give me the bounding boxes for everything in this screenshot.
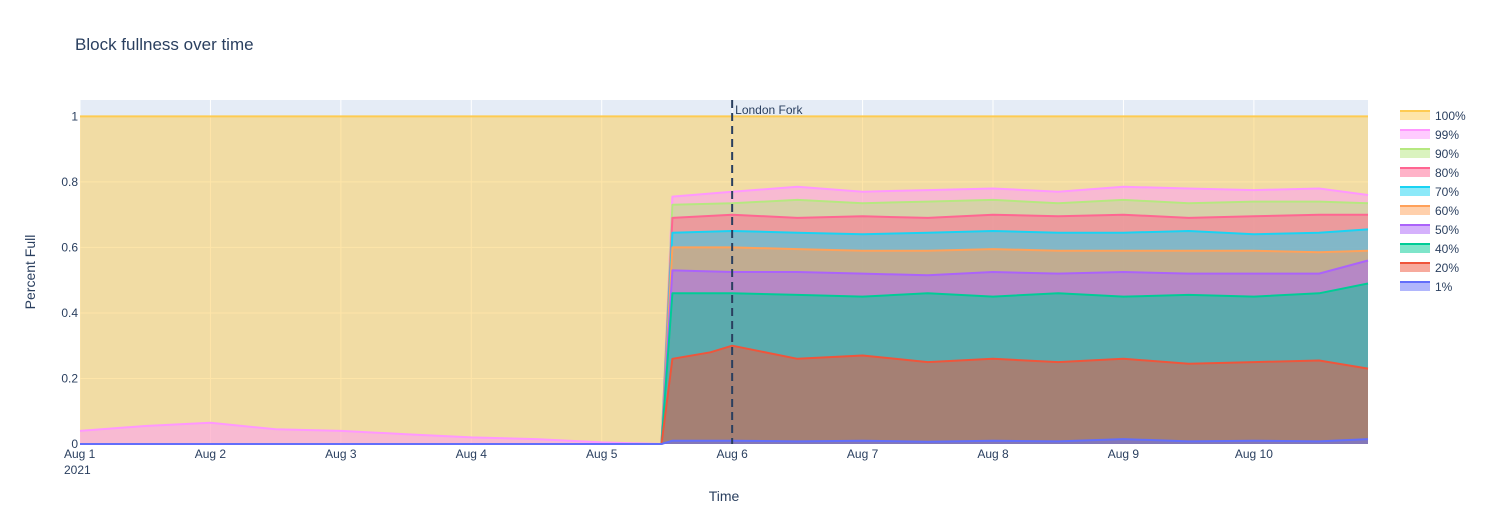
x-tick-label: Aug 9: [1108, 447, 1140, 461]
legend-label: 60%: [1435, 204, 1459, 218]
legend-item-50pct[interactable]: 50%: [1400, 223, 1459, 237]
x-tick-label: Aug 10: [1235, 447, 1273, 461]
x-tick-label: Aug 7: [847, 447, 879, 461]
legend-label: 50%: [1435, 223, 1459, 237]
legend-label: 80%: [1435, 166, 1459, 180]
legend-swatch: [1400, 282, 1430, 291]
x-tick-label: Aug 3: [325, 447, 357, 461]
line-99pct: [79, 185, 1369, 445]
legend[interactable]: 100% 99% 90% 80% 70% 60% 50% 40% 20% 1%: [1400, 109, 1466, 294]
legend-label: 40%: [1435, 242, 1459, 256]
y-tick-label: 0.2: [61, 371, 78, 385]
area-series[interactable]: [80, 116, 1368, 445]
x-tick-label: Aug 8: [977, 447, 1009, 461]
line-90pct: [80, 198, 1369, 445]
x-axis-title: Time: [709, 488, 740, 504]
line-1pct: [80, 438, 1369, 445]
legend-label: 99%: [1435, 128, 1459, 142]
x-tick-label: Aug 1: [64, 447, 96, 461]
legend-item-80pct[interactable]: 80%: [1400, 166, 1459, 180]
line-70pct: [80, 228, 1369, 445]
line-20pct: [80, 344, 1369, 445]
london-fork-annotation: London Fork: [731, 100, 804, 444]
legend-label: 1%: [1435, 280, 1453, 294]
chart-title: Block fullness over time: [75, 35, 254, 54]
legend-swatch: [1400, 244, 1430, 253]
legend-swatch: [1400, 149, 1430, 158]
y-tick-label: 0.6: [61, 240, 78, 254]
legend-label: 20%: [1435, 261, 1459, 275]
y-tick-label: 1: [71, 109, 78, 123]
line-80pct: [80, 213, 1368, 445]
legend-label: 70%: [1435, 185, 1459, 199]
series-lines: [79, 115, 1369, 445]
legend-swatch: [1400, 225, 1430, 234]
line-40pct: [80, 282, 1369, 445]
line-60pct: [80, 246, 1369, 445]
legend-item-70pct[interactable]: 70%: [1400, 185, 1459, 199]
x-tick-label: Aug 2: [195, 447, 227, 461]
x-tick-sublabel: 2021: [64, 463, 91, 477]
legend-item-90pct[interactable]: 90%: [1400, 147, 1459, 161]
legend-label: 90%: [1435, 147, 1459, 161]
legend-item-20pct[interactable]: 20%: [1400, 261, 1459, 275]
legend-swatch: [1400, 168, 1430, 177]
y-axis-title: Percent Full: [22, 235, 38, 310]
legend-label: 100%: [1435, 109, 1466, 123]
legend-item-1pct[interactable]: 1%: [1400, 280, 1453, 294]
legend-swatch: [1400, 206, 1430, 215]
y-tick-label: 0.8: [61, 175, 78, 189]
y-axis-ticks: 0 0.2 0.4 0.6 0.8 1: [61, 109, 78, 451]
legend-swatch: [1400, 111, 1430, 120]
x-tick-label: Aug 5: [586, 447, 618, 461]
x-axis-ticks: Aug 1 2021 Aug 2 Aug 3 Aug 4 Aug 5 Aug 6 Aug 7 A…: [64, 447, 1273, 477]
area-20pct: [80, 345, 1368, 444]
london-fork-label: London Fork: [735, 103, 803, 117]
legend-item-100pct[interactable]: 100%: [1400, 109, 1466, 123]
line-50pct: [80, 259, 1369, 445]
legend-item-40pct[interactable]: 40%: [1400, 242, 1459, 256]
legend-swatch: [1400, 263, 1430, 272]
legend-swatch: [1400, 187, 1430, 196]
y-tick-label: 0.4: [61, 306, 78, 320]
x-tick-label: Aug 4: [456, 447, 488, 461]
legend-swatch: [1400, 130, 1430, 139]
x-tick-label: Aug 6: [716, 447, 748, 461]
legend-item-99pct[interactable]: 99%: [1400, 128, 1459, 142]
y-tick-label: 0: [71, 437, 78, 451]
legend-item-60pct[interactable]: 60%: [1400, 204, 1459, 218]
